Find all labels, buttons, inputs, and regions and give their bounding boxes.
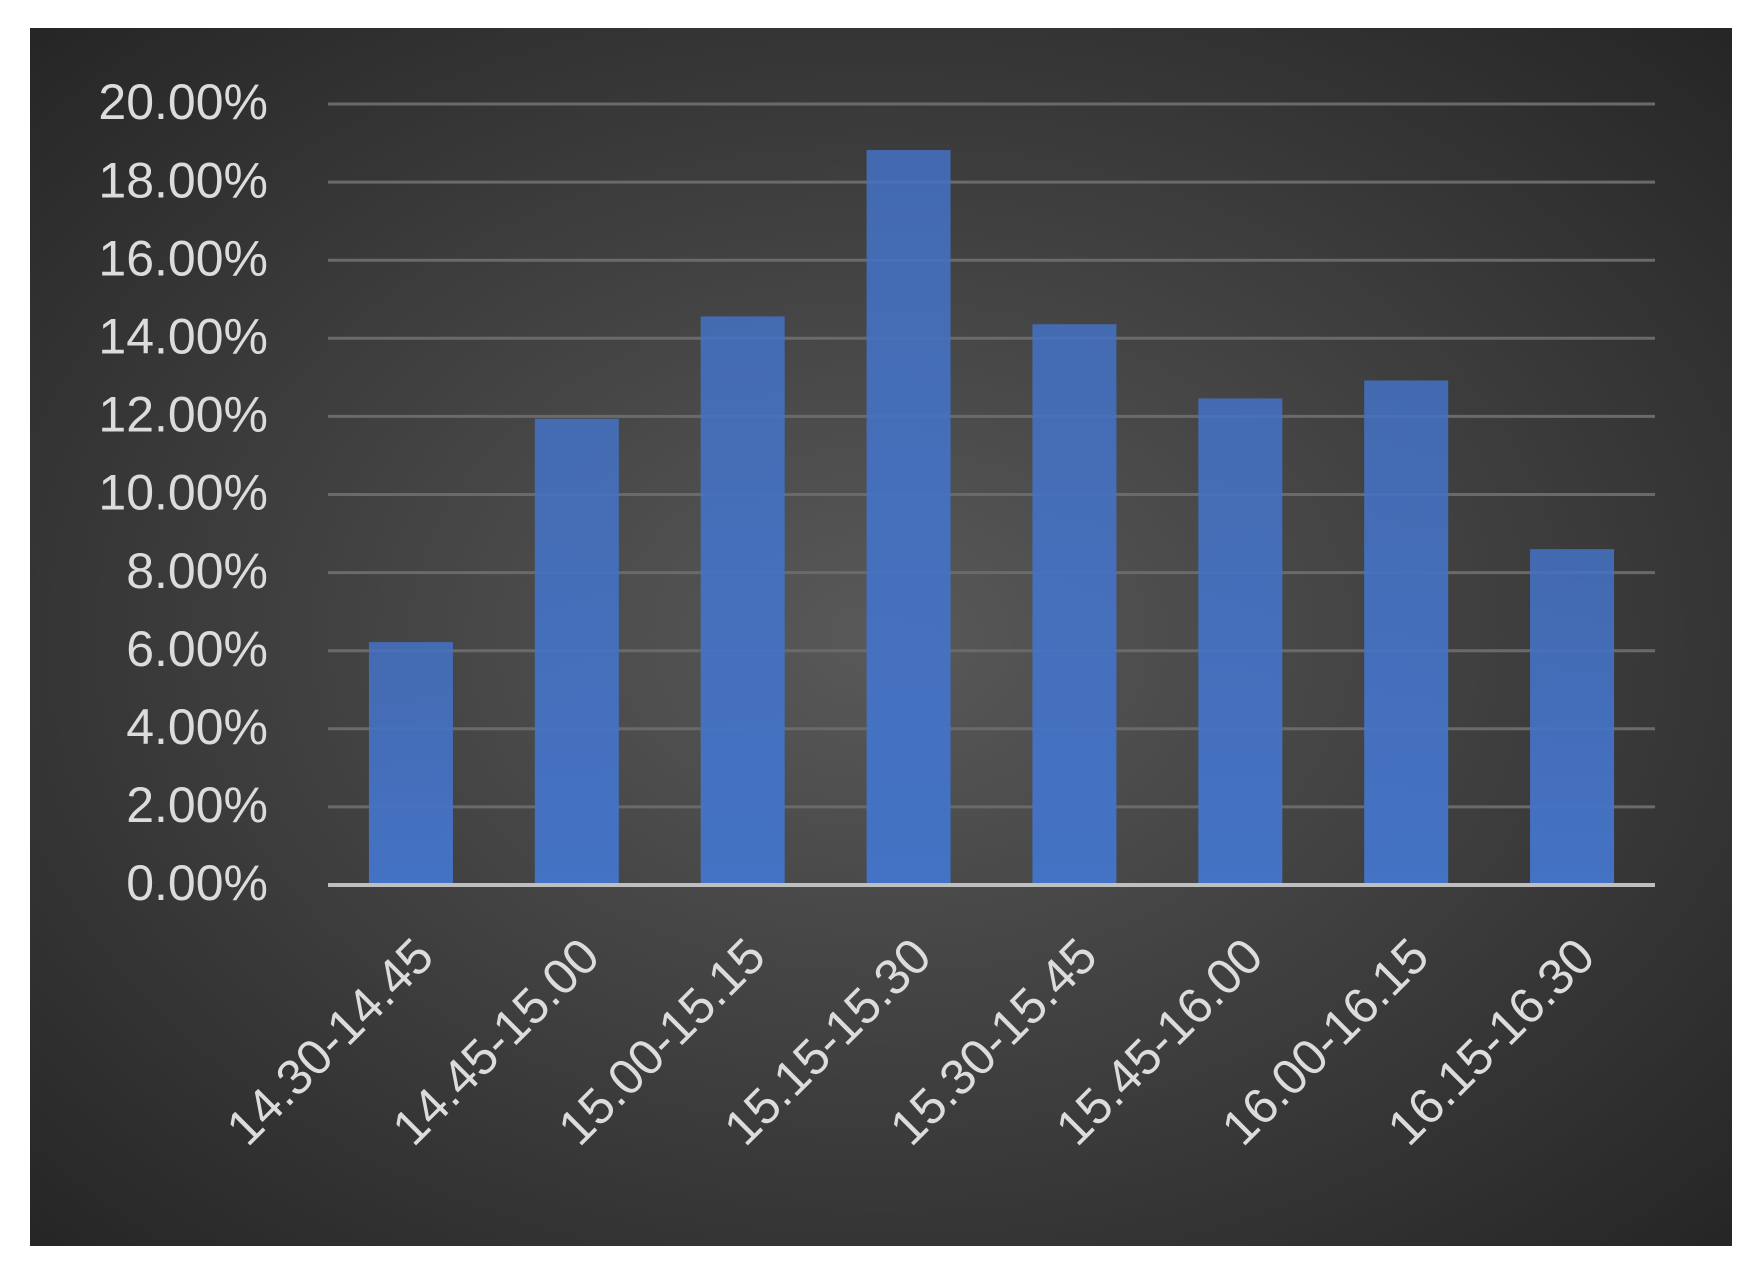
y-tick-label: 2.00% [126,777,268,833]
bar [1032,324,1117,885]
y-tick-label: 20.00% [98,74,268,130]
y-tick-label: 16.00% [98,230,268,286]
bar [1364,380,1449,885]
y-tick-label: 4.00% [126,699,268,755]
y-tick-label: 12.00% [98,387,268,443]
y-tick-label: 6.00% [126,621,268,677]
y-tick-label: 14.00% [98,309,268,365]
y-tick-label: 18.00% [98,152,268,208]
bar [1530,549,1615,885]
bar [534,418,619,885]
bar [866,150,951,886]
y-tick-label: 8.00% [126,543,268,599]
y-tick-label: 0.00% [126,855,268,911]
bar [700,316,785,885]
bar [1198,398,1283,885]
bar [368,642,453,885]
y-tick-label: 10.00% [98,465,268,521]
